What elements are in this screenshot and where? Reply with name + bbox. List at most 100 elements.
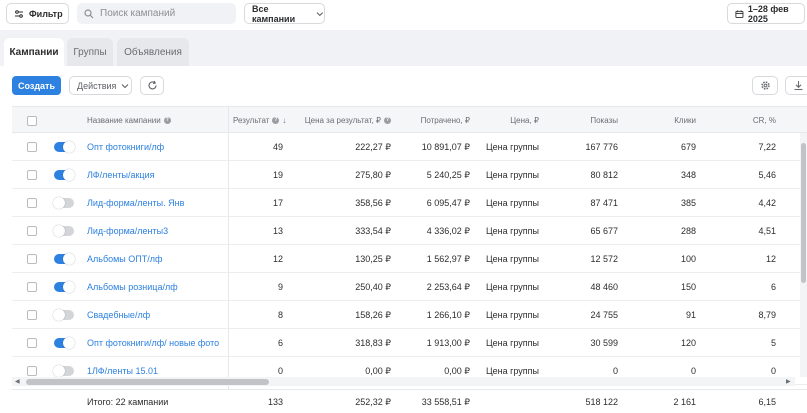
price-value[interactable]: Цена группы	[485, 170, 539, 180]
cr-value: 6	[770, 282, 776, 292]
status-toggle[interactable]	[54, 169, 75, 181]
table-row[interactable]: Альбомы розница/лф 9 250,40 ₽ 2 253,64 ₽ Цен…	[12, 273, 807, 301]
select-all-checkbox[interactable]	[27, 115, 37, 126]
totals-cost-per-result: 252,32 ₽	[355, 396, 391, 407]
campaign-name-link[interactable]: Опт фотокниги/лф/ новые фото	[87, 338, 220, 348]
price-value[interactable]: Цена группы	[485, 198, 539, 208]
date-range-picker[interactable]: 1–28 фев 2025	[727, 3, 805, 24]
toggle-knob	[63, 337, 75, 349]
status-toggle-cell	[53, 189, 74, 217]
create-label: Создать	[17, 80, 55, 91]
col-price[interactable]: Цена, ₽	[490, 107, 539, 134]
tab-label: Группы	[73, 46, 107, 58]
campaign-name-link[interactable]: Лид-форма/ленты. Янв	[87, 198, 185, 208]
row-checkbox[interactable]	[27, 142, 37, 152]
spent-value: 4 336,02 ₽	[426, 225, 470, 236]
status-toggle[interactable]	[54, 141, 75, 153]
table-row[interactable]: Свадебные/лф 8 158,26 ₽ 1 266,10 ₽ Цена груп…	[12, 301, 807, 329]
create-button[interactable]: Создать	[12, 76, 61, 95]
col-result-label: Результат	[233, 116, 270, 125]
campaign-name-link[interactable]: Альбомы розница/лф	[87, 282, 178, 292]
scroll-right-icon[interactable]: ▶	[786, 379, 791, 385]
result-value: 17	[272, 198, 283, 208]
actions-dropdown[interactable]: Действия	[69, 76, 132, 95]
col-cr[interactable]: CR, %	[722, 107, 776, 134]
col-name[interactable]: Название кампании ?	[87, 107, 171, 134]
table-row[interactable]: Альбомы ОПТ/лф 12 130,25 ₽ 1 562,97 ₽ Цена г…	[12, 245, 807, 273]
price-value[interactable]: Цена группы	[485, 226, 539, 236]
filter-button[interactable]: Фильтр	[6, 3, 69, 24]
col-spent[interactable]: Потрачено, ₽	[407, 107, 470, 134]
campaign-name-link[interactable]: Лид-форма/ленты3	[87, 226, 169, 236]
result-value: 49	[272, 142, 283, 152]
clicks-value: 91	[685, 310, 696, 320]
status-toggle[interactable]	[54, 253, 75, 265]
col-result[interactable]: Результат ? ↓	[233, 107, 286, 134]
status-toggle[interactable]	[53, 309, 74, 321]
refresh-button[interactable]	[140, 76, 164, 95]
row-checkbox[interactable]	[27, 338, 37, 348]
search-input[interactable]	[100, 8, 230, 19]
row-checkbox[interactable]	[27, 198, 37, 208]
campaigns-select-value: Все кампании	[252, 3, 296, 24]
question-icon[interactable]: ?	[272, 117, 280, 124]
table-row[interactable]: ЛФ/ленты/акция 19 275,80 ₽ 5 240,25 ₽ Цена г…	[12, 161, 807, 189]
price-value[interactable]: Цена группы	[485, 254, 539, 264]
result-value: 12	[272, 254, 283, 264]
impressions-value: 80 812	[590, 170, 618, 180]
status-toggle[interactable]	[54, 281, 75, 293]
col-clicks[interactable]: Клики	[642, 107, 696, 134]
cr-value: 4,42	[758, 198, 776, 208]
campaign-name-link[interactable]: Альбомы ОПТ/лф	[87, 254, 163, 264]
download-button[interactable]	[785, 76, 807, 95]
tab-campaigns[interactable]: Кампании	[4, 38, 64, 66]
row-checkbox[interactable]	[27, 226, 37, 236]
chevron-down-icon	[122, 83, 129, 88]
price-value[interactable]: Цена группы	[485, 310, 539, 320]
table-row[interactable]: Лид-форма/ленты. Янв 17 358,56 ₽ 6 095,47 ₽…	[12, 189, 807, 217]
status-toggle[interactable]	[54, 337, 75, 349]
campaign-name-link[interactable]: Опт фотокниги/лф	[87, 142, 165, 152]
vertical-scrollbar[interactable]	[800, 133, 807, 377]
price-value[interactable]: Цена группы	[485, 142, 539, 152]
col-cost-per-result[interactable]: Цена за результат, ₽ ?	[302, 107, 391, 134]
price-value[interactable]: Цена группы	[485, 282, 539, 292]
horizontal-scrollbar[interactable]: ◀ ▶	[12, 377, 795, 386]
clicks-value: 0	[690, 366, 696, 376]
question-icon[interactable]: ?	[163, 117, 171, 124]
status-toggle[interactable]	[53, 225, 74, 237]
row-checkbox[interactable]	[27, 170, 37, 180]
question-icon[interactable]: ?	[384, 117, 391, 124]
settings-button[interactable]	[752, 76, 778, 95]
col-clicks-label: Клики	[674, 116, 696, 125]
spent-value: 1 266,10 ₽	[426, 309, 470, 320]
spent-value: 1 913,00 ₽	[426, 337, 470, 348]
table-row[interactable]: Опт фотокниги/лф/ новые фото 6 318,83 ₽ 1 9…	[12, 329, 807, 357]
vertical-scroll-thumb[interactable]	[801, 143, 806, 283]
row-checkbox[interactable]	[27, 254, 37, 264]
scroll-left-icon[interactable]: ◀	[15, 379, 20, 385]
cr-value: 7,22	[758, 142, 776, 152]
status-toggle[interactable]	[53, 365, 74, 377]
price-value[interactable]: Цена группы	[485, 338, 539, 348]
tab-groups[interactable]: Группы	[67, 38, 113, 66]
status-toggle[interactable]	[53, 197, 74, 209]
horizontal-scroll-thumb[interactable]	[26, 379, 269, 385]
cost-per-result-value: 275,80 ₽	[355, 169, 391, 180]
row-checkbox[interactable]	[27, 282, 37, 292]
col-name-label: Название кампании	[87, 116, 161, 125]
col-impressions[interactable]: Показы	[562, 107, 618, 134]
campaign-name-link[interactable]: Свадебные/лф	[87, 310, 151, 320]
cost-per-result-value: 250,40 ₽	[355, 281, 391, 292]
campaign-name-link[interactable]: 1ЛФ/ленты 15.01	[87, 366, 158, 376]
price-value[interactable]: Цена группы	[485, 366, 539, 376]
top-toolbar: Фильтр Все кампании 1–28 фев 2025	[0, 0, 807, 30]
row-checkbox[interactable]	[27, 310, 37, 320]
table-row[interactable]: Опт фотокниги/лф 49 222,27 ₽ 10 891,07 ₽ Цен…	[12, 133, 807, 161]
tab-ads[interactable]: Объявления	[117, 38, 189, 66]
campaign-name-link[interactable]: ЛФ/ленты/акция	[87, 170, 155, 180]
cr-value: 8,79	[758, 310, 776, 320]
table-row[interactable]: Лид-форма/ленты3 13 333,54 ₽ 4 336,02 ₽ Цена…	[12, 217, 807, 245]
campaigns-select[interactable]: Все кампании	[244, 3, 325, 24]
row-checkbox[interactable]	[27, 366, 37, 376]
